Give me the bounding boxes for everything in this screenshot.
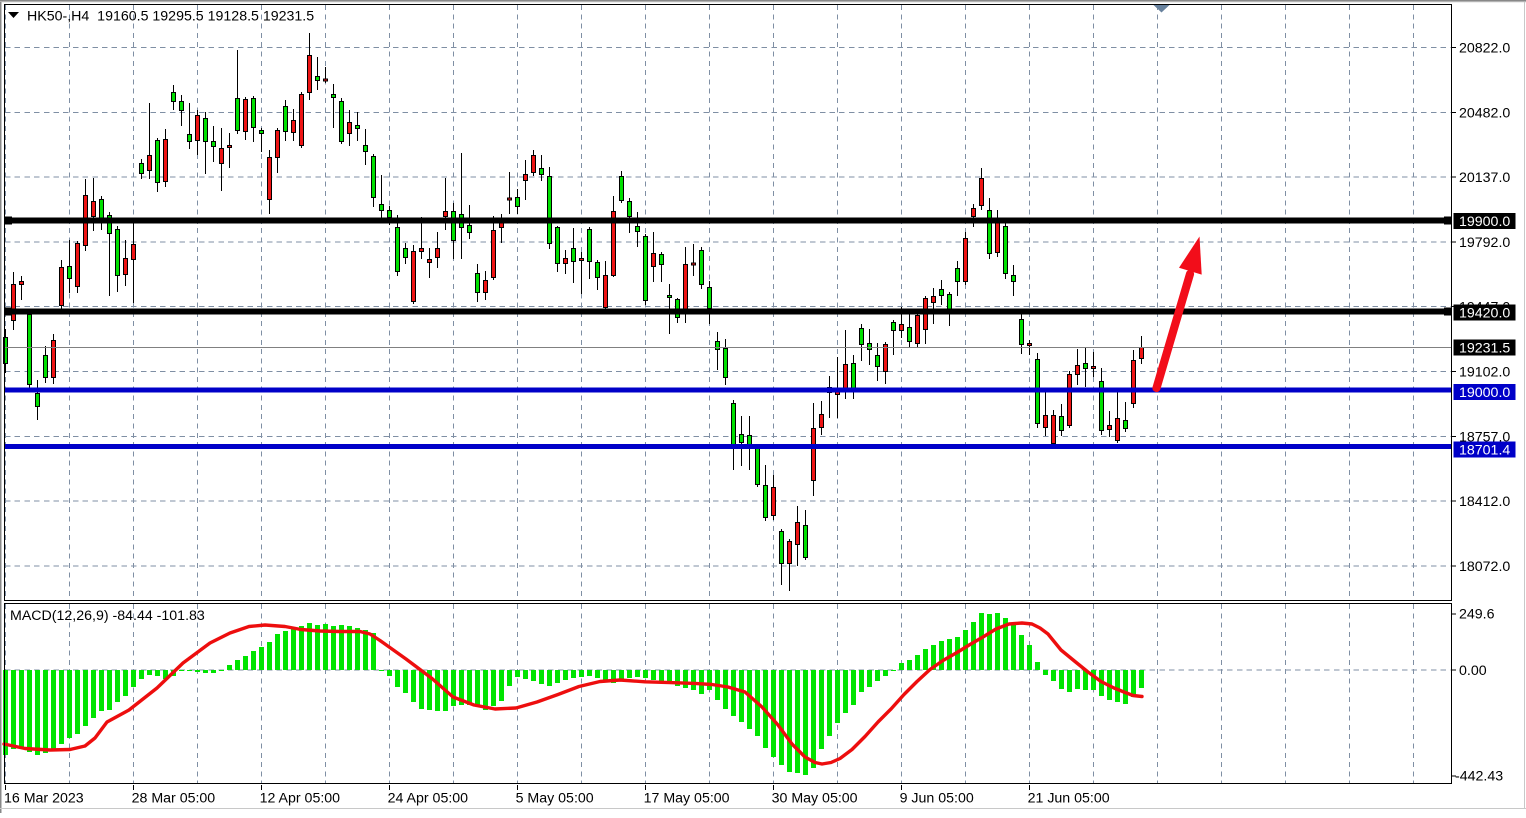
svg-text:0.00: 0.00 [1459, 663, 1487, 679]
svg-text:-442.43: -442.43 [1455, 769, 1503, 785]
svg-text:18072.0: 18072.0 [1459, 559, 1510, 575]
svg-text:249.6: 249.6 [1459, 607, 1495, 623]
svg-text:24 Apr 05:00: 24 Apr 05:00 [388, 791, 469, 807]
svg-text:18701.4: 18701.4 [1459, 443, 1510, 459]
svg-text:16 Mar 2023: 16 Mar 2023 [4, 791, 84, 807]
svg-text:21 Jun 05:00: 21 Jun 05:00 [1028, 791, 1110, 807]
svg-text:9 Jun 05:00: 9 Jun 05:00 [900, 791, 974, 807]
svg-text:20822.0: 20822.0 [1459, 41, 1510, 57]
svg-text:19231.5: 19231.5 [1459, 341, 1510, 357]
svg-text:18412.0: 18412.0 [1459, 494, 1510, 510]
svg-text:19000.0: 19000.0 [1459, 385, 1510, 401]
svg-text:19900.0: 19900.0 [1459, 214, 1510, 230]
svg-text:5 May 05:00: 5 May 05:00 [516, 791, 594, 807]
svg-text:MACD(12,26,9) -84.44 -101.83: MACD(12,26,9) -84.44 -101.83 [10, 608, 205, 624]
svg-text:28 Mar 05:00: 28 Mar 05:00 [132, 791, 216, 807]
svg-text:20137.0: 20137.0 [1459, 170, 1510, 186]
svg-text:20482.0: 20482.0 [1459, 105, 1510, 121]
svg-text:30 May 05:00: 30 May 05:00 [772, 791, 858, 807]
svg-text:19420.0: 19420.0 [1459, 306, 1510, 322]
svg-text:19792.0: 19792.0 [1459, 235, 1510, 251]
svg-text:HK50-,H4 19160.5 19295.5 1912: HK50-,H4 19160.5 19295.5 19128.5 19231.5 [27, 9, 314, 25]
svg-text:18757.0: 18757.0 [1459, 429, 1510, 445]
svg-text:17 May 05:00: 17 May 05:00 [644, 791, 730, 807]
svg-text:12 Apr 05:00: 12 Apr 05:00 [260, 791, 341, 807]
svg-text:19102.0: 19102.0 [1459, 365, 1510, 381]
